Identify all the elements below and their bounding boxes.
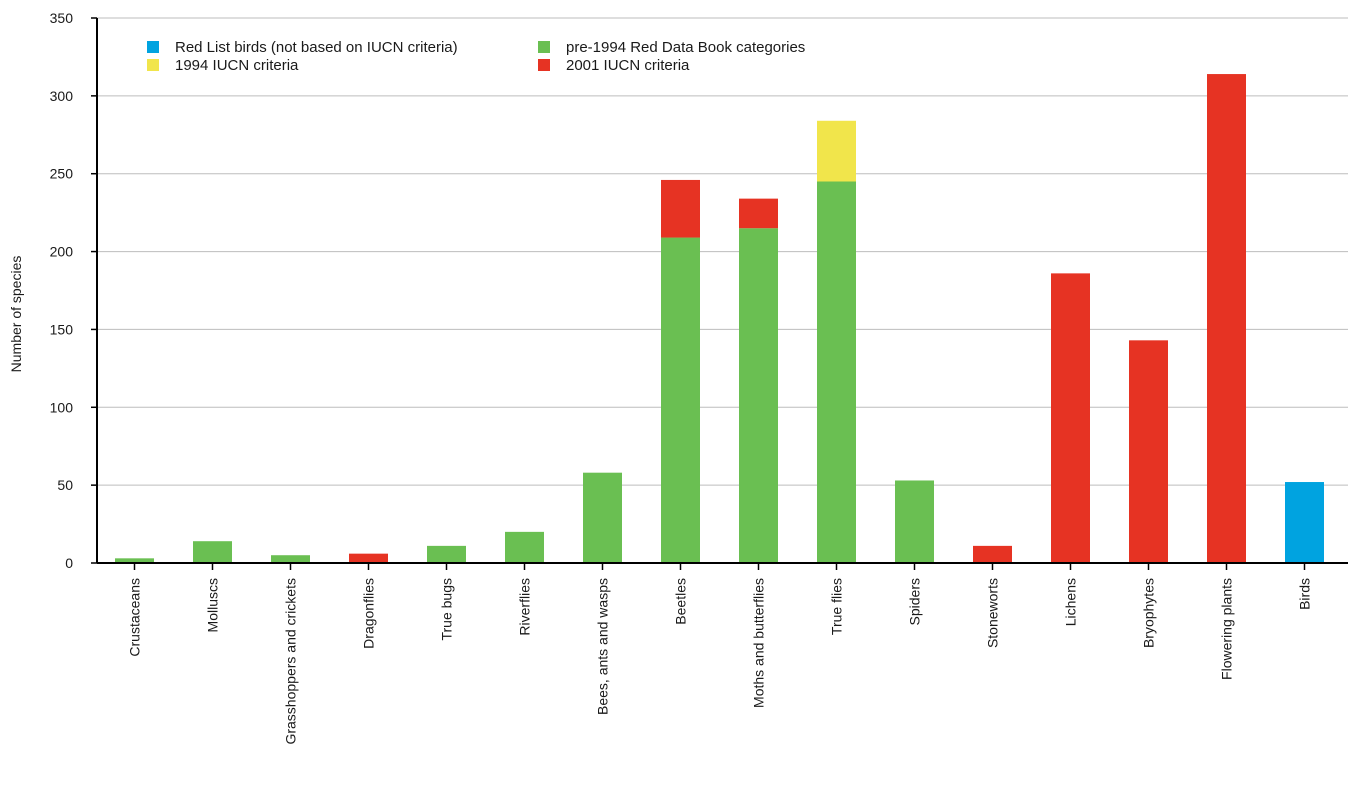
gridlines — [97, 17, 1348, 486]
x-tick-labels: Crustaceans Molluscs Grasshoppers and cric… — [127, 578, 1313, 745]
legend-swatch-0 — [147, 41, 159, 53]
bar-moths-and-butterflies-series-1 — [739, 228, 778, 563]
x-tick-label: Molluscs — [205, 578, 221, 632]
bars — [115, 74, 1324, 564]
bar-moths-and-butterflies-series-3 — [739, 198, 778, 229]
legend: Red List birds (not based on IUCN criter… — [147, 39, 805, 74]
bar-beetles-series-3 — [661, 179, 700, 238]
bar-beetles-series-1 — [661, 237, 700, 564]
x-tick-label: Bryophytes — [1141, 578, 1157, 648]
y-tick-label-50: 50 — [57, 477, 73, 493]
x-tick-label: Lichens — [1063, 578, 1079, 626]
legend-swatch-2 — [147, 59, 159, 71]
x-tick-label: Crustaceans — [127, 578, 143, 657]
bar-birds-series-0 — [1285, 482, 1324, 563]
bar-flowering-plants-series-3 — [1207, 74, 1246, 564]
bar-dragonflies-series-3 — [349, 553, 388, 563]
axes — [91, 17, 1348, 570]
bar-true-flies-series-2 — [817, 120, 856, 182]
bar-true-bugs-series-1 — [427, 545, 466, 563]
bar-grasshoppers-and-crickets-series-1 — [271, 555, 310, 563]
legend-label-1: pre-1994 Red Data Book categories — [566, 39, 805, 56]
y-tick-label-300: 300 — [50, 88, 74, 104]
y-tick-label-350: 350 — [50, 10, 74, 26]
bar-spiders-series-1 — [895, 480, 934, 563]
bar-true-flies-series-1 — [817, 181, 856, 563]
bar-bryophytes-series-3 — [1129, 340, 1168, 563]
legend-label-2: 1994 IUCN criteria — [175, 57, 299, 74]
x-tick-label: Flowering plants — [1219, 578, 1235, 680]
x-tick-label: Bees, ants and wasps — [595, 578, 611, 715]
y-tick-labels: 0 50 100 150 200 250 300 350 — [50, 10, 74, 571]
x-tick-label: Spiders — [907, 578, 923, 625]
y-tick-label-100: 100 — [50, 399, 74, 415]
legend-swatch-1 — [538, 41, 550, 53]
bar-bees-ants-and-wasps-series-1 — [583, 472, 622, 563]
x-tick-label: True flies — [829, 578, 845, 635]
bar-molluscs-series-1 — [193, 541, 232, 563]
x-tick-label: Riverflies — [517, 578, 533, 636]
x-tick-label: Moths and butterflies — [751, 578, 767, 708]
bar-riverflies-series-1 — [505, 531, 544, 563]
bar-crustaceans-series-1 — [115, 558, 154, 563]
y-tick-label-0: 0 — [65, 555, 73, 571]
bar-lichens-series-3 — [1051, 273, 1090, 563]
y-tick-label-150: 150 — [50, 321, 74, 337]
bar-stoneworts-series-3 — [973, 545, 1012, 563]
y-axis-title: Number of species — [8, 256, 24, 373]
x-tick-label: Grasshoppers and crickets — [283, 578, 299, 745]
y-tick-label-250: 250 — [50, 166, 74, 182]
legend-label-0: Red List birds (not based on IUCN criter… — [175, 39, 458, 56]
x-tick-label: True bugs — [439, 578, 455, 641]
y-tick-label-200: 200 — [50, 244, 74, 260]
legend-label-3: 2001 IUCN criteria — [566, 57, 690, 74]
x-tick-label: Stoneworts — [985, 578, 1001, 648]
x-tick-label: Dragonflies — [361, 578, 377, 649]
legend-swatch-3 — [538, 59, 550, 71]
x-tick-label: Birds — [1297, 578, 1313, 610]
x-tick-label: Beetles — [673, 578, 689, 625]
